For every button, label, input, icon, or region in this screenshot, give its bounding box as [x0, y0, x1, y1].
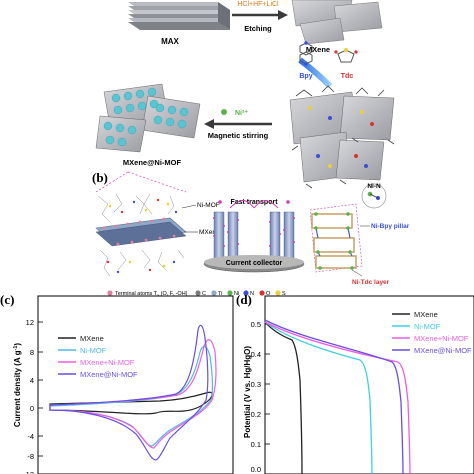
plot-c-frame: [37, 295, 234, 474]
plot-c-ytick-label: 8: [30, 348, 34, 357]
d-legend-label: MXene: [414, 310, 438, 319]
tdc-molecule-icon: [334, 48, 358, 63]
cv-curve-mxene: [49, 391, 213, 415]
max-block: [128, 2, 230, 30]
bpy-molecule-icon: [299, 41, 313, 66]
c-legend-label: MXene@Ni-MOF: [80, 370, 138, 379]
legend-dot-s: [275, 290, 281, 296]
plot-c-legend: MXene Ni-MOF MXene+Ni-MOF MXene@Ni-MOF: [58, 334, 138, 379]
legend-terminal-text: Terminal atoms Tx (O, F, -OH): [115, 291, 188, 298]
plot-d-ytick-label: 0.2: [251, 410, 261, 419]
etching-label: Etching: [244, 24, 272, 33]
nimof-label: Ni-MOF: [197, 202, 220, 209]
layer-label: Ni-Tdc layer: [352, 279, 390, 286]
panel-d: (d) 0.5 0.4 0.3 0.2 0.1 0.0 Potential (V vs. …: [236, 292, 474, 474]
plot-d-yticks: 0.5 0.4 0.3 0.2 0.1 0.0: [251, 320, 270, 474]
plot-c-ytick-label: 4: [30, 376, 34, 385]
ni-ion-icon: [221, 109, 227, 115]
panel-b: (b) Ni-MOF MXene Fast transport: [92, 170, 410, 298]
panel-b-letter: (b): [92, 170, 108, 185]
mxene-ligand-complex: [289, 85, 395, 189]
c-legend-label: Ni-MOF: [80, 346, 107, 355]
plot-c-ytick-label: -8: [27, 452, 34, 461]
b-mxene-label: MXene: [199, 229, 220, 236]
layered-structure: [95, 193, 187, 277]
mxene-mof-composite: [95, 83, 201, 153]
legend-label-ti: Ti: [218, 291, 222, 297]
tdc-label: Tdc: [341, 73, 354, 80]
plot-c-ytick-label: 0: [30, 404, 34, 413]
plot-d-ytick-label: 0.0: [251, 465, 261, 474]
legend-label-c: C: [202, 291, 206, 297]
plot-d-ylabel: Potential (V vs. Hg/HgO): [243, 346, 252, 438]
mof-cage: [309, 203, 363, 273]
pillar-label: Ni-Bpy pillar: [371, 223, 410, 230]
reagents-label: HCl+HF+LiCl: [237, 1, 279, 8]
plot-d-ytick-label: 0.3: [251, 380, 261, 389]
gcd-curve-mxene-nimof: [264, 321, 411, 474]
legend-dot-o: [259, 290, 265, 296]
plot-c-ytick-label: -4: [27, 432, 34, 441]
legend-dot-n: [243, 290, 249, 296]
d-legend-label: MXene+Ni-MOF: [414, 334, 469, 343]
legend-dot-c: [195, 290, 201, 296]
legend-label-n: N: [250, 291, 254, 297]
legend-label-s: S: [282, 291, 286, 297]
callout-lines: [95, 171, 187, 193]
mxene-mof-label: MXene@Ni-MOF: [123, 158, 182, 167]
plot-d-ytick-label: 0.5: [251, 320, 261, 329]
legend-dot-ti: [211, 290, 217, 296]
max-label: MAX: [161, 37, 179, 46]
legend-dot-ni: [227, 290, 233, 296]
nin-label: Ni-N: [367, 183, 381, 190]
plot-d-legend: MXene Ni-MOF MXene+Ni-MOF MXene@Ni-MOF: [392, 310, 472, 355]
nimof-pointer: [181, 204, 197, 209]
collector-label: Current collector: [226, 260, 283, 267]
cv-curves: [49, 324, 217, 461]
plot-d-ytick-label: 0.1: [251, 440, 261, 449]
mxene-label: MXene: [306, 45, 330, 54]
plot-c-ytick-label: -12: [23, 470, 34, 474]
gcd-curve-nimof: [264, 321, 373, 474]
cv-curve-mxene-at-nimof: [49, 324, 209, 461]
panel-c: (c) 12 8 4 0 -4 -8 -12 Current density (A g-1)…: [0, 292, 234, 474]
panel-c-letter: (c): [0, 292, 14, 307]
plot-c-yticks: 12 8 4 0 -4 -8 -12: [23, 318, 43, 474]
synthesis-scheme: MAX HCl+HF+LiCl Etching MXene Bpy Tdc: [95, 0, 395, 189]
current-collector-diagram: Fast transport Current collector: [203, 199, 305, 273]
gcd-curves: [264, 319, 411, 474]
mxene-flakes: [291, 0, 383, 45]
panel-d-letter: (d): [236, 292, 252, 307]
c-legend-label: MXene+Ni-MOF: [80, 358, 135, 367]
gcd-curve-mxene-at-nimof: [264, 319, 404, 474]
plot-d-frame: [264, 295, 474, 474]
atom-legend: Terminal atoms Tx (O, F, -OH) C Ti Ni N O S: [107, 290, 286, 298]
plot-c-ytick-label: 12: [26, 318, 34, 327]
cv-curve-mxene-nimof: [49, 339, 217, 449]
fast-transport-label: Fast transport: [230, 199, 278, 206]
plot-d-ytick-label: 0.4: [251, 350, 261, 359]
legend-terminal-dot: [107, 290, 113, 296]
gcd-curve-mxene: [264, 321, 303, 474]
plot-c-ylabel: Current density (A g-1): [13, 343, 22, 428]
stirring-label: Magnetic stirring: [208, 131, 269, 140]
d-legend-label: MXene@Ni-MOF: [414, 346, 472, 355]
ni-label: Ni²⁺: [235, 110, 248, 117]
bpy-label: Bpy: [299, 73, 312, 80]
d-legend-label: Ni-MOF: [414, 322, 441, 331]
c-legend-label: MXene: [80, 334, 104, 343]
legend-label-o: O: [266, 291, 271, 297]
legend-label-ni: Ni: [234, 291, 239, 297]
